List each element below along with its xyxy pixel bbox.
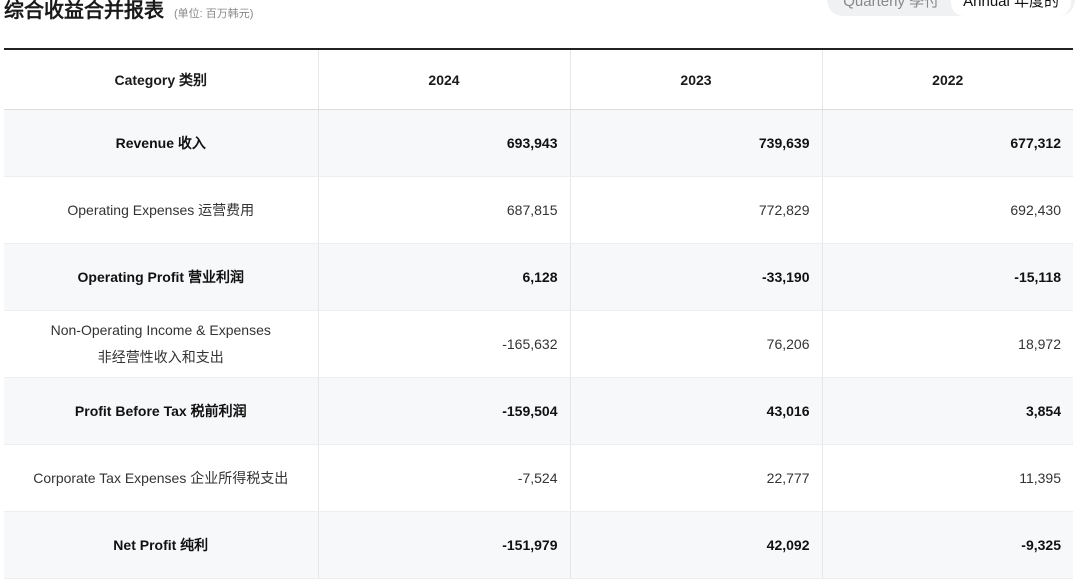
table-row: Corporate Tax Expenses 企业所得税支出 -7,524 22,7…	[4, 444, 1073, 512]
cell-value: -9,325	[821, 511, 1073, 579]
column-header: 2024	[317, 49, 570, 110]
row-label: Operating Expenses 运营费用	[4, 176, 318, 244]
period-toggle: Quarterly 季付 Annual 年度的	[827, 0, 1075, 16]
cell-value: -7,524	[317, 444, 570, 512]
row-label: Net Profit 纯利	[4, 511, 318, 579]
table-row: Operating Profit 营业利润 6,128 -33,190 -15,118	[4, 243, 1073, 311]
cell-value: 18,972	[821, 310, 1073, 378]
cell-value: 677,312	[821, 109, 1073, 177]
row-label: Non-Operating Income & Expenses 非经营性收入和支…	[4, 310, 318, 378]
cell-value: 22,777	[569, 444, 822, 512]
cell-value: -33,190	[569, 243, 822, 311]
cell-value: 42,092	[569, 511, 822, 579]
cell-value: -165,632	[317, 310, 570, 378]
cell-value: 11,395	[821, 444, 1073, 512]
cell-value: 687,815	[317, 176, 570, 244]
table-row: Revenue 收入 693,943 739,639 677,312	[4, 109, 1073, 177]
toggle-option[interactable]: Annual 年度的	[951, 0, 1071, 16]
income-table: Category 类别 2024 2023 2022 Revenue 收入 693,94…	[4, 48, 1073, 579]
table-row: Profit Before Tax 税前利润 -159,504 43,016 3,85…	[4, 377, 1073, 445]
row-label: Profit Before Tax 税前利润	[4, 377, 318, 445]
table-row: Net Profit 纯利 -151,979 42,092 -9,325	[4, 511, 1073, 579]
row-label: Corporate Tax Expenses 企业所得税支出	[4, 444, 318, 512]
cell-value: 3,854	[821, 377, 1073, 445]
page: 综合收益合并报表 (单位: 百万韩元) Quarterly 季付 Annual 年…	[4, 0, 1075, 579]
column-header: Category 类别	[4, 49, 318, 110]
header-row: Category 类别 2024 2023 2022	[4, 49, 1073, 110]
cell-value: 43,016	[569, 377, 822, 445]
cell-value: -159,504	[317, 377, 570, 445]
title: 综合收益合并报表	[4, 0, 164, 22]
header: 综合收益合并报表 (单位: 百万韩元)	[4, 0, 253, 23]
toggle-option[interactable]: Quarterly 季付	[843, 0, 940, 10]
row-label: Operating Profit 营业利润	[4, 243, 318, 311]
cell-value: 6,128	[317, 243, 570, 311]
unit: (单位: 百万韩元)	[174, 8, 254, 20]
cell-value: -15,118	[821, 243, 1073, 311]
cell-value: -151,979	[317, 511, 570, 579]
table-row: Non-Operating Income & Expenses 非经营性收入和支…	[4, 310, 1073, 378]
cell-value: 772,829	[569, 176, 822, 244]
column-header: 2022	[821, 49, 1073, 110]
cell-value: 739,639	[569, 109, 822, 177]
cell-value: 692,430	[821, 176, 1073, 244]
cell-value: 693,943	[317, 109, 570, 177]
cell-value: 76,206	[569, 310, 822, 378]
table-row: Operating Expenses 运营费用 687,815 772,829 692…	[4, 176, 1073, 244]
column-header: 2023	[569, 49, 822, 110]
row-label: Revenue 收入	[4, 109, 318, 177]
